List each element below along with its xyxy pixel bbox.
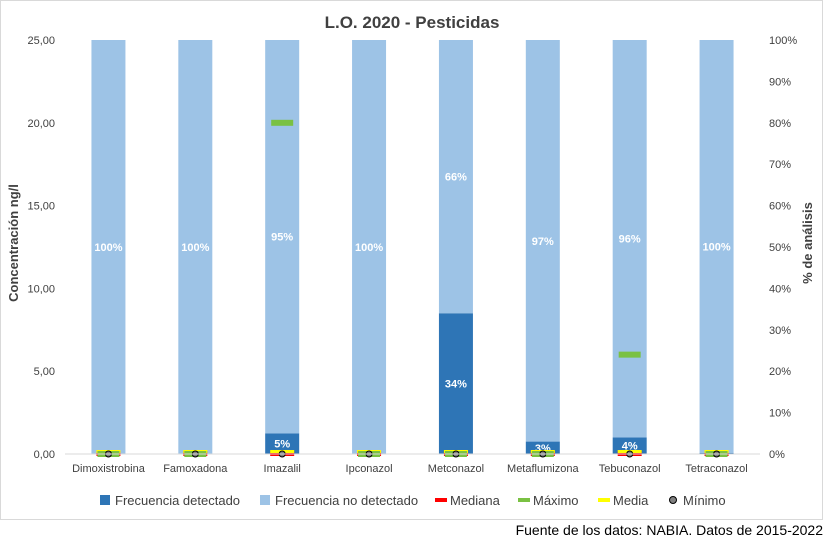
- legend-label: Frecuencia no detectado: [275, 493, 418, 508]
- bar-not-detected: [612, 40, 647, 438]
- data-label-detected: 5%: [274, 439, 290, 451]
- bar-not-detected: [525, 40, 560, 442]
- bar-not-detected: [438, 40, 473, 314]
- x-tick-label: Ipconazol: [346, 463, 393, 475]
- bar-not-detected: [91, 40, 126, 454]
- legend-label: Frecuencia detectado: [115, 493, 240, 508]
- y2-tick-label: 60%: [769, 201, 791, 213]
- marker-maximo: [271, 119, 294, 126]
- combo-chart: L.O. 2020 - Pesticidas Concentración ng/…: [6, 13, 815, 508]
- legend-label: Mediana: [450, 493, 501, 508]
- x-tick-label: Metconazol: [428, 463, 484, 475]
- legend-label: Máximo: [533, 493, 579, 508]
- legend-swatch: [260, 495, 270, 505]
- data-label-not-detected: 97%: [532, 236, 554, 248]
- y2-tick-label: 20%: [769, 366, 791, 378]
- bar-detected: [265, 433, 300, 454]
- data-label-detected: 34%: [445, 379, 467, 391]
- source-note: Fuente de los datos: NABIA. Datos de 201…: [515, 522, 823, 538]
- chart-title: L.O. 2020 - Pesticidas: [325, 13, 500, 32]
- y2-tick-label: 10%: [769, 408, 791, 420]
- x-tick-label: Tetraconazol: [685, 463, 747, 475]
- data-label-not-detected: 96%: [619, 234, 641, 246]
- data-label-not-detected: 100%: [355, 242, 383, 254]
- x-tick-label: Famoxadona: [163, 463, 228, 475]
- plot-area: 0,00 5,00 10,00 15,00 20,00 25,00 0% 10% 20% 30% 4…: [27, 35, 797, 475]
- y-tick-label: 20,00: [27, 118, 55, 130]
- bar-not-detected: [352, 40, 387, 454]
- data-label-not-detected: 100%: [702, 241, 730, 253]
- data-label-not-detected: 100%: [181, 242, 209, 254]
- data-label-detected: 4%: [622, 441, 638, 453]
- legend-swatch: [100, 495, 110, 505]
- y2-tick-label: 100%: [769, 35, 797, 47]
- y-tick-label: 15,00: [27, 201, 55, 213]
- y-tick-label: 0,00: [34, 449, 55, 461]
- y-axis-title: Concentración ng/l: [6, 184, 21, 302]
- bar-detected: [438, 313, 473, 454]
- y2-axis-title: % de análisis: [800, 202, 815, 284]
- x-tick-label: Metaflumizona: [507, 463, 579, 475]
- marker-maximo: [618, 351, 641, 358]
- legend-label: Media: [613, 493, 649, 508]
- y2-tick-label: 50%: [769, 242, 791, 254]
- x-tick-label: Imazalil: [264, 463, 301, 475]
- y2-tick-label: 80%: [769, 118, 791, 130]
- y2-tick-label: 40%: [769, 283, 791, 295]
- y2-tick-label: 70%: [769, 159, 791, 171]
- legend-swatch: [669, 496, 677, 504]
- data-label-not-detected: 100%: [94, 242, 122, 254]
- chart-frame: [0, 0, 823, 520]
- legend-swatch: [518, 498, 530, 502]
- bar-not-detected: [265, 40, 300, 434]
- data-label-not-detected: 66%: [445, 172, 467, 184]
- y2-tick-label: 90%: [769, 76, 791, 88]
- x-tick-label: Tebuconazol: [599, 463, 661, 475]
- y-tick-label: 10,00: [27, 283, 55, 295]
- data-label-not-detected: 95%: [271, 232, 293, 244]
- y2-tick-label: 30%: [769, 325, 791, 337]
- bar-detected: [612, 437, 647, 454]
- legend-label: Mínimo: [683, 493, 726, 508]
- legend: Frecuencia detectado Frecuencia no detect…: [100, 493, 726, 508]
- legend-swatch: [435, 498, 447, 502]
- y2-tick-label: 0%: [769, 449, 785, 461]
- x-tick-label: Dimoxistrobina: [72, 463, 146, 475]
- legend-swatch: [598, 498, 610, 502]
- bar-not-detected: [178, 40, 213, 454]
- y-tick-label: 5,00: [34, 366, 55, 378]
- y-tick-label: 25,00: [27, 35, 55, 47]
- bar-not-detected: [699, 40, 734, 453]
